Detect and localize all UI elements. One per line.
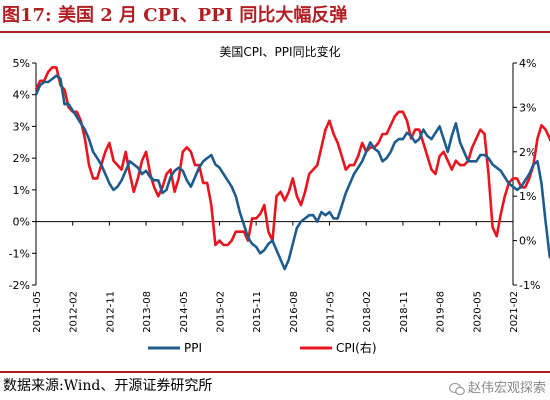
series-line-cpi	[34, 66, 550, 247]
legend-label-cpi: CPI(右)	[336, 340, 377, 355]
x-tick-label: 2019-08	[436, 291, 447, 333]
source-note: 数据来源:Wind、开源证券研究所	[3, 378, 213, 394]
figure-title: 图17: 美国 2 月 CPI、PPI 同比大幅反弹	[2, 5, 348, 26]
left-tick-label: 3%	[13, 120, 30, 133]
footer-rule	[0, 371, 550, 373]
title-rule	[0, 31, 550, 33]
chart-axes: 5% 4% 3% 2% 1% 0% -1% -2% 4% 3% 2% 1% 0% -1% 2011-05 20…	[9, 57, 541, 333]
chart: 美国CPI、PPI同比变化 5% 4% 3% 2% 1% 0% -1% -2% 4% 3% 2% 1%…	[9, 44, 550, 355]
x-tick-label: 2014-05	[179, 291, 190, 333]
left-tick-label: 5%	[13, 57, 30, 70]
series-line-ppi	[34, 74, 550, 271]
x-tick-label: 2011-05	[32, 291, 43, 333]
x-tick-label: 2018-02	[362, 291, 373, 333]
left-tick-label: 4%	[13, 89, 30, 102]
x-tick-label: 2015-11	[252, 291, 263, 333]
x-tick-label: 2012-11	[105, 291, 116, 333]
right-tick-label: 3%	[519, 101, 536, 114]
right-tick-label: 1%	[519, 190, 536, 203]
left-tick-label: -1%	[9, 247, 30, 260]
x-tick-label: 2013-08	[142, 291, 153, 333]
left-tick-label: 0%	[13, 216, 30, 229]
right-tick-label: 4%	[519, 57, 536, 70]
x-tick-label: 2015-02	[215, 291, 226, 333]
right-tick-label: 0%	[519, 235, 536, 248]
chart-series	[34, 66, 550, 271]
right-tick-label: -1%	[519, 279, 540, 292]
chart-legend: PPI CPI(右)	[148, 340, 377, 355]
x-tick-label: 2016-08	[289, 291, 300, 333]
watermark-text: 赵伟宏观探索	[467, 381, 546, 396]
x-tick-label: 2020-05	[472, 291, 483, 333]
x-tick-label: 2017-05	[326, 291, 337, 333]
left-tick-label: 1%	[13, 184, 30, 197]
x-tick-label: 2018-11	[399, 291, 410, 333]
right-tick-label: 2%	[519, 146, 536, 159]
left-tick-label: -2%	[9, 279, 30, 292]
x-tick-label: 2021-02	[509, 291, 520, 333]
x-tick-label: 2012-02	[69, 291, 80, 333]
left-tick-label: 2%	[13, 152, 30, 165]
legend-label-ppi: PPI	[184, 341, 202, 355]
chart-title: 美国CPI、PPI同比变化	[219, 44, 340, 59]
watermark: 赵伟宏观探索	[448, 377, 546, 396]
wechat-icon	[448, 382, 465, 395]
